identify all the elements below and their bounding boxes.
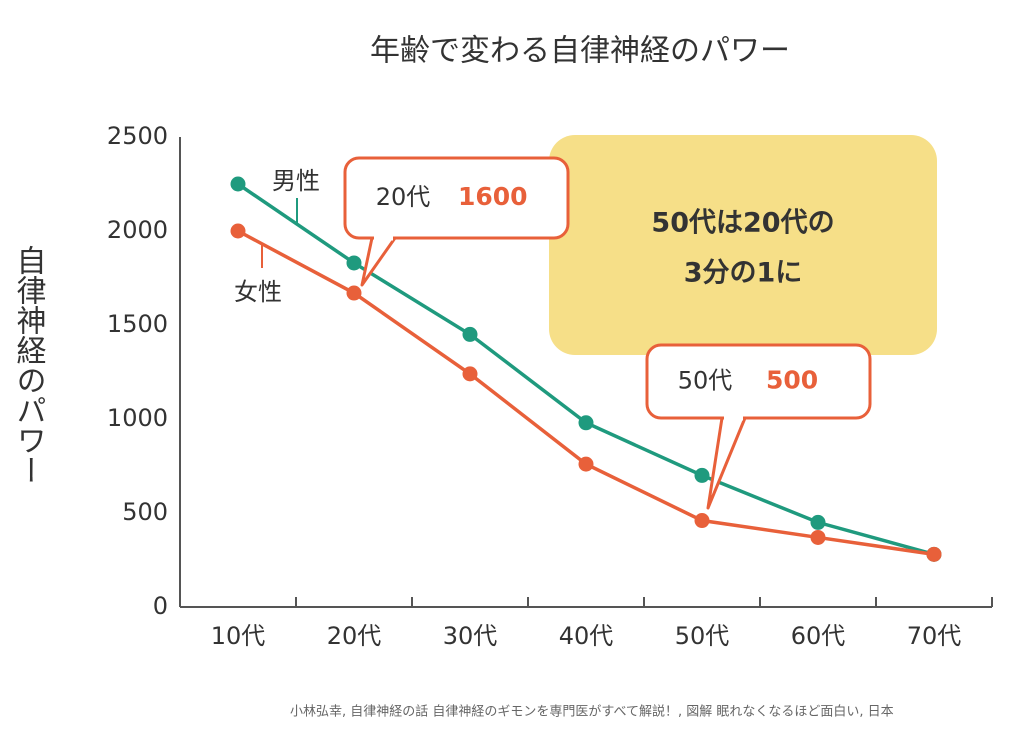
point <box>694 467 710 483</box>
point <box>926 546 942 562</box>
point <box>230 223 246 239</box>
point <box>578 456 594 472</box>
x-tick-label: 70代 <box>907 622 962 650</box>
point <box>346 255 362 271</box>
callout-text: 3分の1に <box>684 258 803 289</box>
annotation-box <box>645 343 872 420</box>
y-tick-label: 1000 <box>107 404 168 432</box>
y-tick-label: 1500 <box>107 310 168 338</box>
annotation-tail <box>706 416 747 510</box>
x-tick-label: 60代 <box>791 622 846 650</box>
y-tick-label: 2000 <box>107 216 168 244</box>
annotation-value: 500 <box>766 366 818 395</box>
source: 小林弘幸, 自律神経の話 自律神経のギモンを専門医がすべて解説！, 図解 眠れな… <box>290 704 894 720</box>
point <box>810 514 826 530</box>
point <box>346 285 362 301</box>
callout-text: 50代は20代の <box>651 208 834 239</box>
legend-label: 女性 <box>234 278 282 306</box>
annotation-box <box>343 156 570 240</box>
y-tick-label: 2500 <box>107 122 168 150</box>
point <box>810 529 826 545</box>
legend-label: 男性 <box>272 167 320 195</box>
y-tick-label: 500 <box>122 498 168 526</box>
chart-title: 年齢で変わる自律神経のパワー <box>370 34 790 69</box>
x-tick-label: 10代 <box>211 622 266 650</box>
x-tick-label: 50代 <box>675 622 730 650</box>
point <box>230 176 246 192</box>
annotation-label: 50代 <box>678 367 733 395</box>
y-tick-label: 0 <box>153 592 168 620</box>
x-tick-label: 20代 <box>327 622 382 650</box>
point <box>462 366 478 382</box>
point <box>694 513 710 529</box>
callout-box <box>549 135 937 355</box>
point <box>578 415 594 431</box>
annotation-label: 20代 <box>376 183 431 211</box>
annotation-value: 1600 <box>458 182 528 211</box>
x-tick-label: 40代 <box>559 622 614 650</box>
x-tick-label: 30代 <box>443 622 498 650</box>
point <box>462 326 478 342</box>
y-axis-label: 自律神経のパワー <box>11 245 47 485</box>
